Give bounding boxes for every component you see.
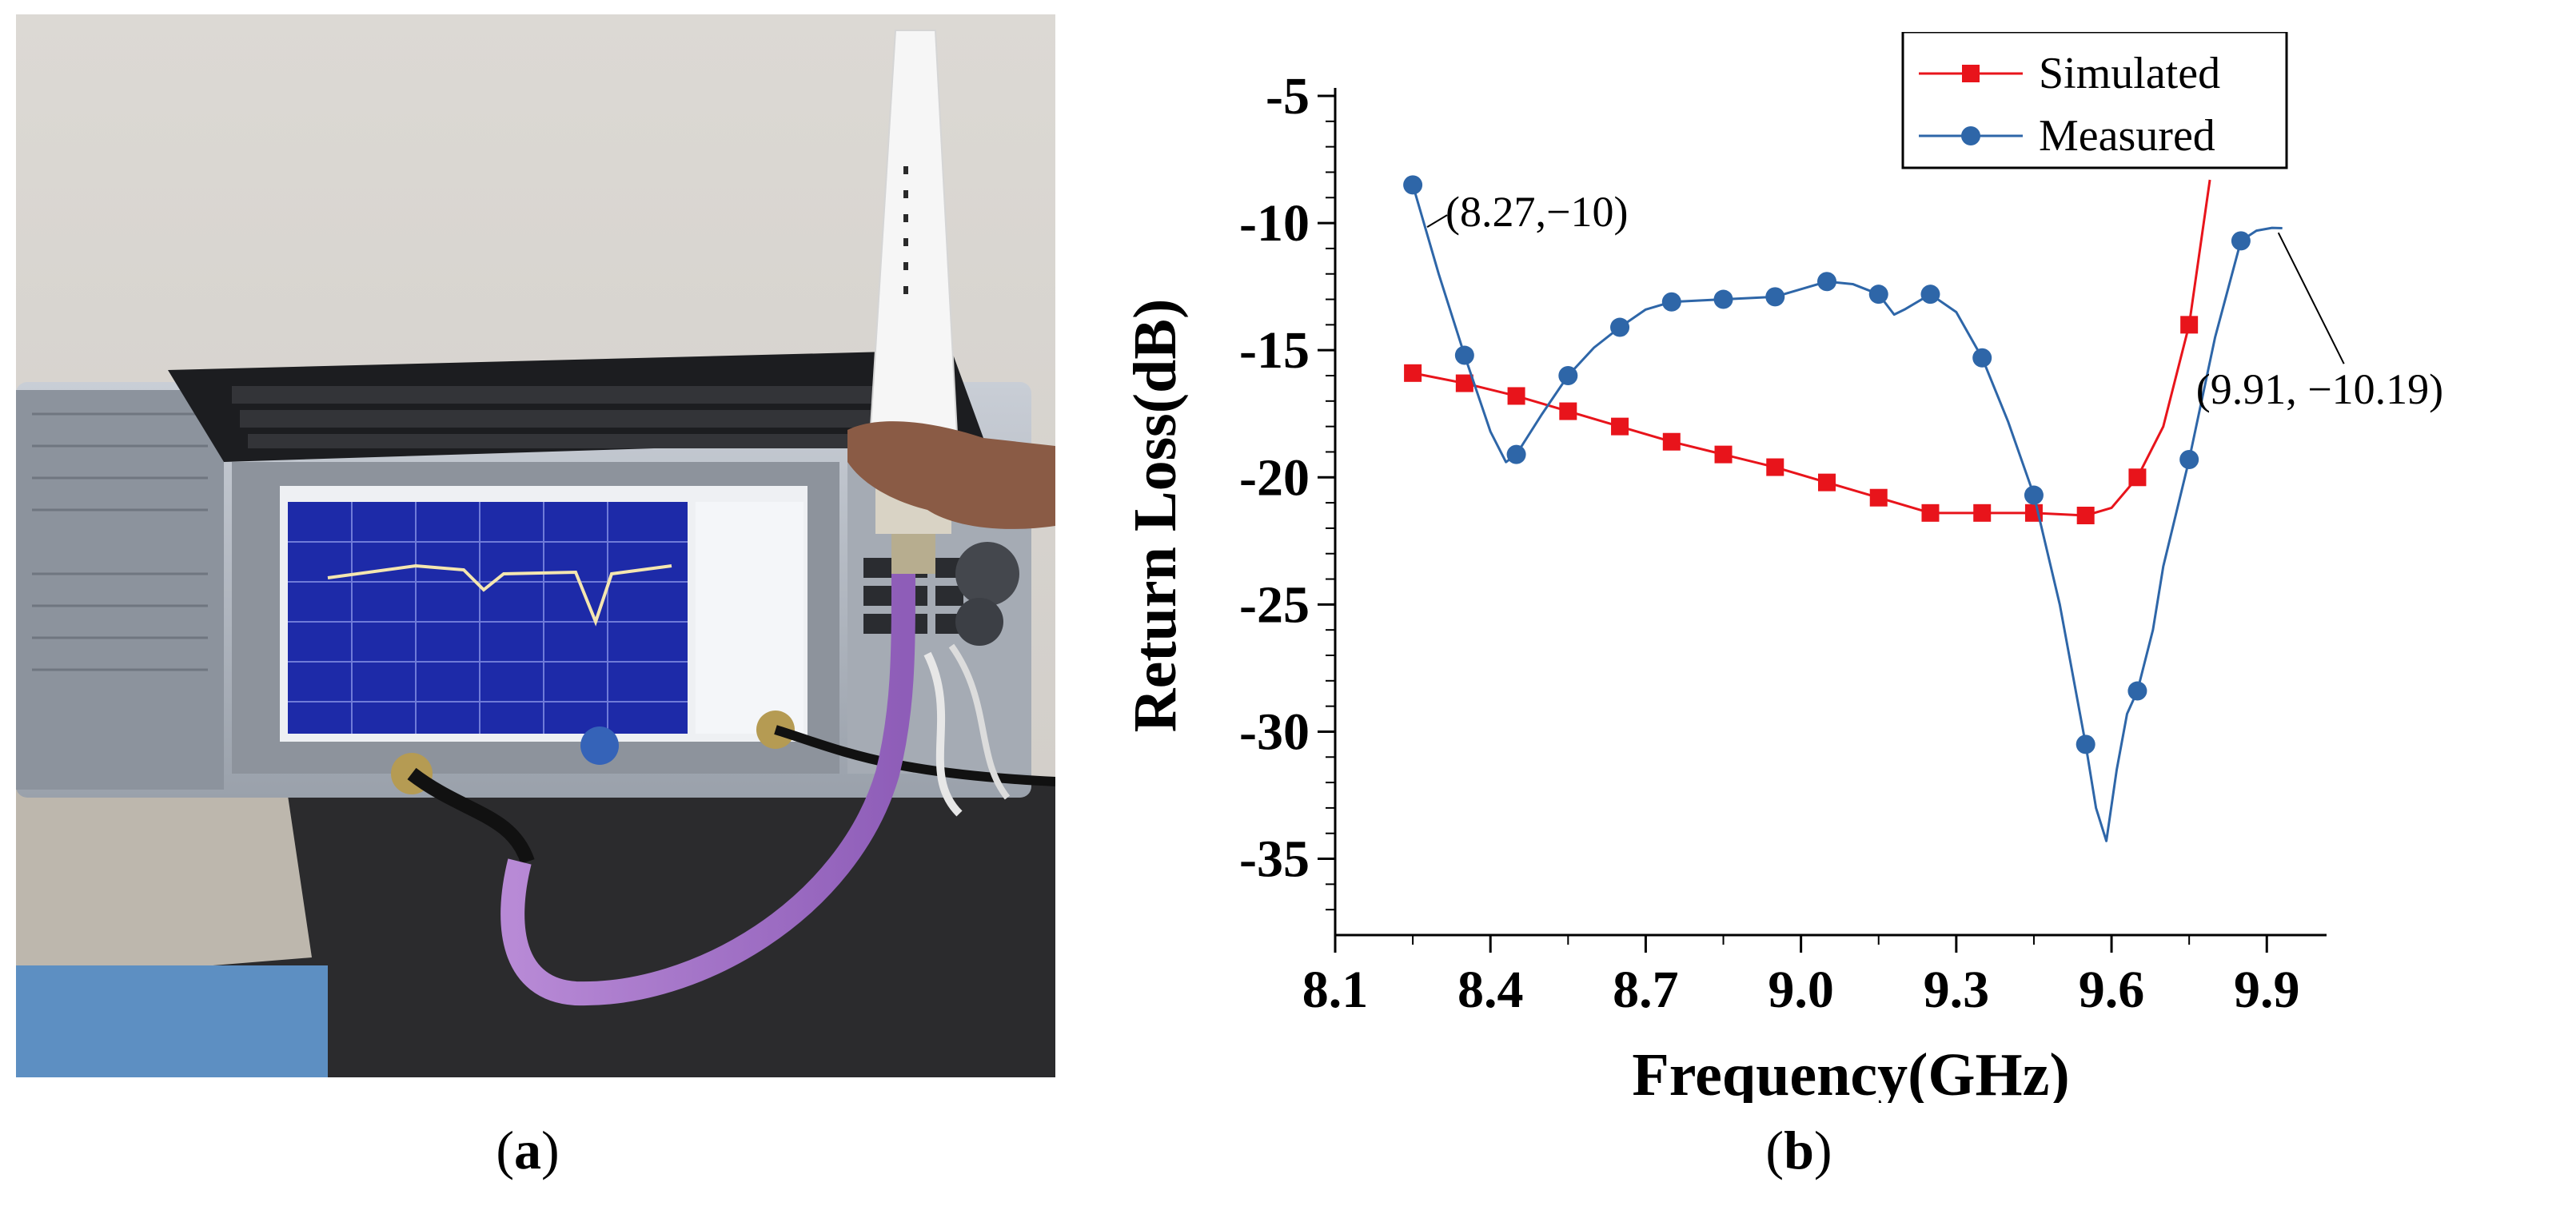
annotation-leader bbox=[2277, 232, 2345, 364]
simulated-point bbox=[1559, 402, 1577, 420]
simulated-point bbox=[1507, 387, 1525, 405]
simulated-point bbox=[1455, 374, 1473, 392]
measured-point bbox=[1920, 285, 1940, 304]
measured-point bbox=[2024, 485, 2044, 505]
measured-point bbox=[1817, 272, 1836, 292]
series-line-measured bbox=[1411, 184, 2283, 842]
x-tick-label: 9.9 bbox=[2234, 961, 2300, 1019]
simulated-point bbox=[1404, 364, 1422, 382]
measured-point bbox=[1661, 292, 1681, 312]
measured-point bbox=[1454, 345, 1474, 365]
simulated-point bbox=[2076, 507, 2095, 524]
y-tick-label: -30 bbox=[1239, 703, 1310, 761]
panel-a-label: (a) bbox=[448, 1119, 608, 1182]
annotation-leader bbox=[1426, 214, 1448, 228]
simulated-point bbox=[2180, 316, 2199, 334]
panel-a-letter: a bbox=[514, 1120, 541, 1180]
legend-box bbox=[1901, 30, 2288, 169]
measured-point bbox=[2179, 450, 2199, 469]
simulated-point bbox=[1869, 488, 1888, 507]
panel-a-close-paren: ) bbox=[541, 1120, 560, 1180]
chart-legend: Simulated Measured bbox=[1901, 30, 2288, 169]
measured-point bbox=[1713, 289, 1733, 309]
annotation-label: (8.27,−10) bbox=[1446, 188, 1628, 236]
legend-marker bbox=[1962, 65, 1980, 82]
measured-point bbox=[1868, 285, 1888, 304]
measured-point bbox=[1558, 366, 1578, 385]
measured-point bbox=[1506, 444, 1526, 464]
panel-b-letter: b bbox=[1784, 1120, 1814, 1180]
simulated-point bbox=[1973, 504, 1992, 522]
y-tick-label: -25 bbox=[1239, 575, 1310, 634]
legend-label: Measured bbox=[2039, 111, 2215, 161]
x-tick-label: 8.4 bbox=[1457, 961, 1524, 1019]
chart-axes: -5 -10 -15 -20 -25 -30 -35 8.1 8.4 8.7 9.0 9.3 9.6 9.… bbox=[1239, 67, 2327, 1019]
x-tick-label: 9.3 bbox=[1924, 961, 1990, 1019]
legend-marker bbox=[1961, 126, 1980, 145]
simulated-point bbox=[1611, 417, 1629, 436]
y-tick-label: -5 bbox=[1266, 67, 1310, 125]
measured-point bbox=[1403, 175, 1423, 195]
simulated-point bbox=[1921, 504, 1940, 522]
measured-point bbox=[2231, 231, 2251, 251]
measured-point bbox=[2127, 681, 2147, 701]
simulated-point bbox=[1818, 473, 1836, 492]
simulated-point bbox=[1714, 445, 1733, 464]
panel-b-close-paren: ) bbox=[1813, 1120, 1832, 1180]
x-tick-label: 8.1 bbox=[1302, 961, 1369, 1019]
x-axis-label: Frequency(GHz) bbox=[1632, 1041, 2069, 1103]
simulated-point bbox=[1766, 458, 1784, 476]
y-tick-label: -35 bbox=[1239, 830, 1310, 889]
return-loss-chart: -5 -10 -15 -20 -25 -30 -35 8.1 8.4 8.7 9.0 9.3 9.6 9.… bbox=[1103, 30, 2576, 1109]
simulated-point bbox=[1662, 432, 1681, 451]
y-tick-label: -15 bbox=[1239, 321, 1310, 380]
x-tick-label: 9.0 bbox=[1768, 961, 1834, 1019]
x-tick-label: 9.6 bbox=[2079, 961, 2145, 1019]
measured-point bbox=[1610, 317, 1630, 337]
measurement-setup-photo bbox=[16, 14, 1055, 1077]
measured-point bbox=[1765, 287, 1785, 307]
y-tick-label: -10 bbox=[1239, 194, 1310, 253]
simulated-point bbox=[2128, 468, 2147, 487]
x-tick-label: 8.7 bbox=[1613, 961, 1679, 1019]
return-loss-chart-svg: -5 -10 -15 -20 -25 -30 -35 8.1 8.4 8.7 9.0 9.3 9.6 9.… bbox=[1122, 30, 2443, 1109]
measured-point bbox=[1972, 348, 1992, 368]
panel-b-label: (b) bbox=[1719, 1119, 1879, 1182]
legend-label: Simulated bbox=[2039, 49, 2220, 98]
measured-point bbox=[2076, 734, 2095, 754]
y-tick-label: -20 bbox=[1239, 448, 1310, 507]
panel-a-open-paren: ( bbox=[496, 1120, 514, 1180]
annotation-label: (9.91, −10.19) bbox=[2196, 365, 2443, 413]
chart-annotations: (8.27,−10) (9.91, −10.19) bbox=[1426, 188, 2443, 413]
panel-b-open-paren: ( bbox=[1765, 1120, 1784, 1180]
y-axis-label: Return Loss(dB) bbox=[1122, 299, 1189, 733]
chart-series bbox=[1403, 175, 2283, 842]
